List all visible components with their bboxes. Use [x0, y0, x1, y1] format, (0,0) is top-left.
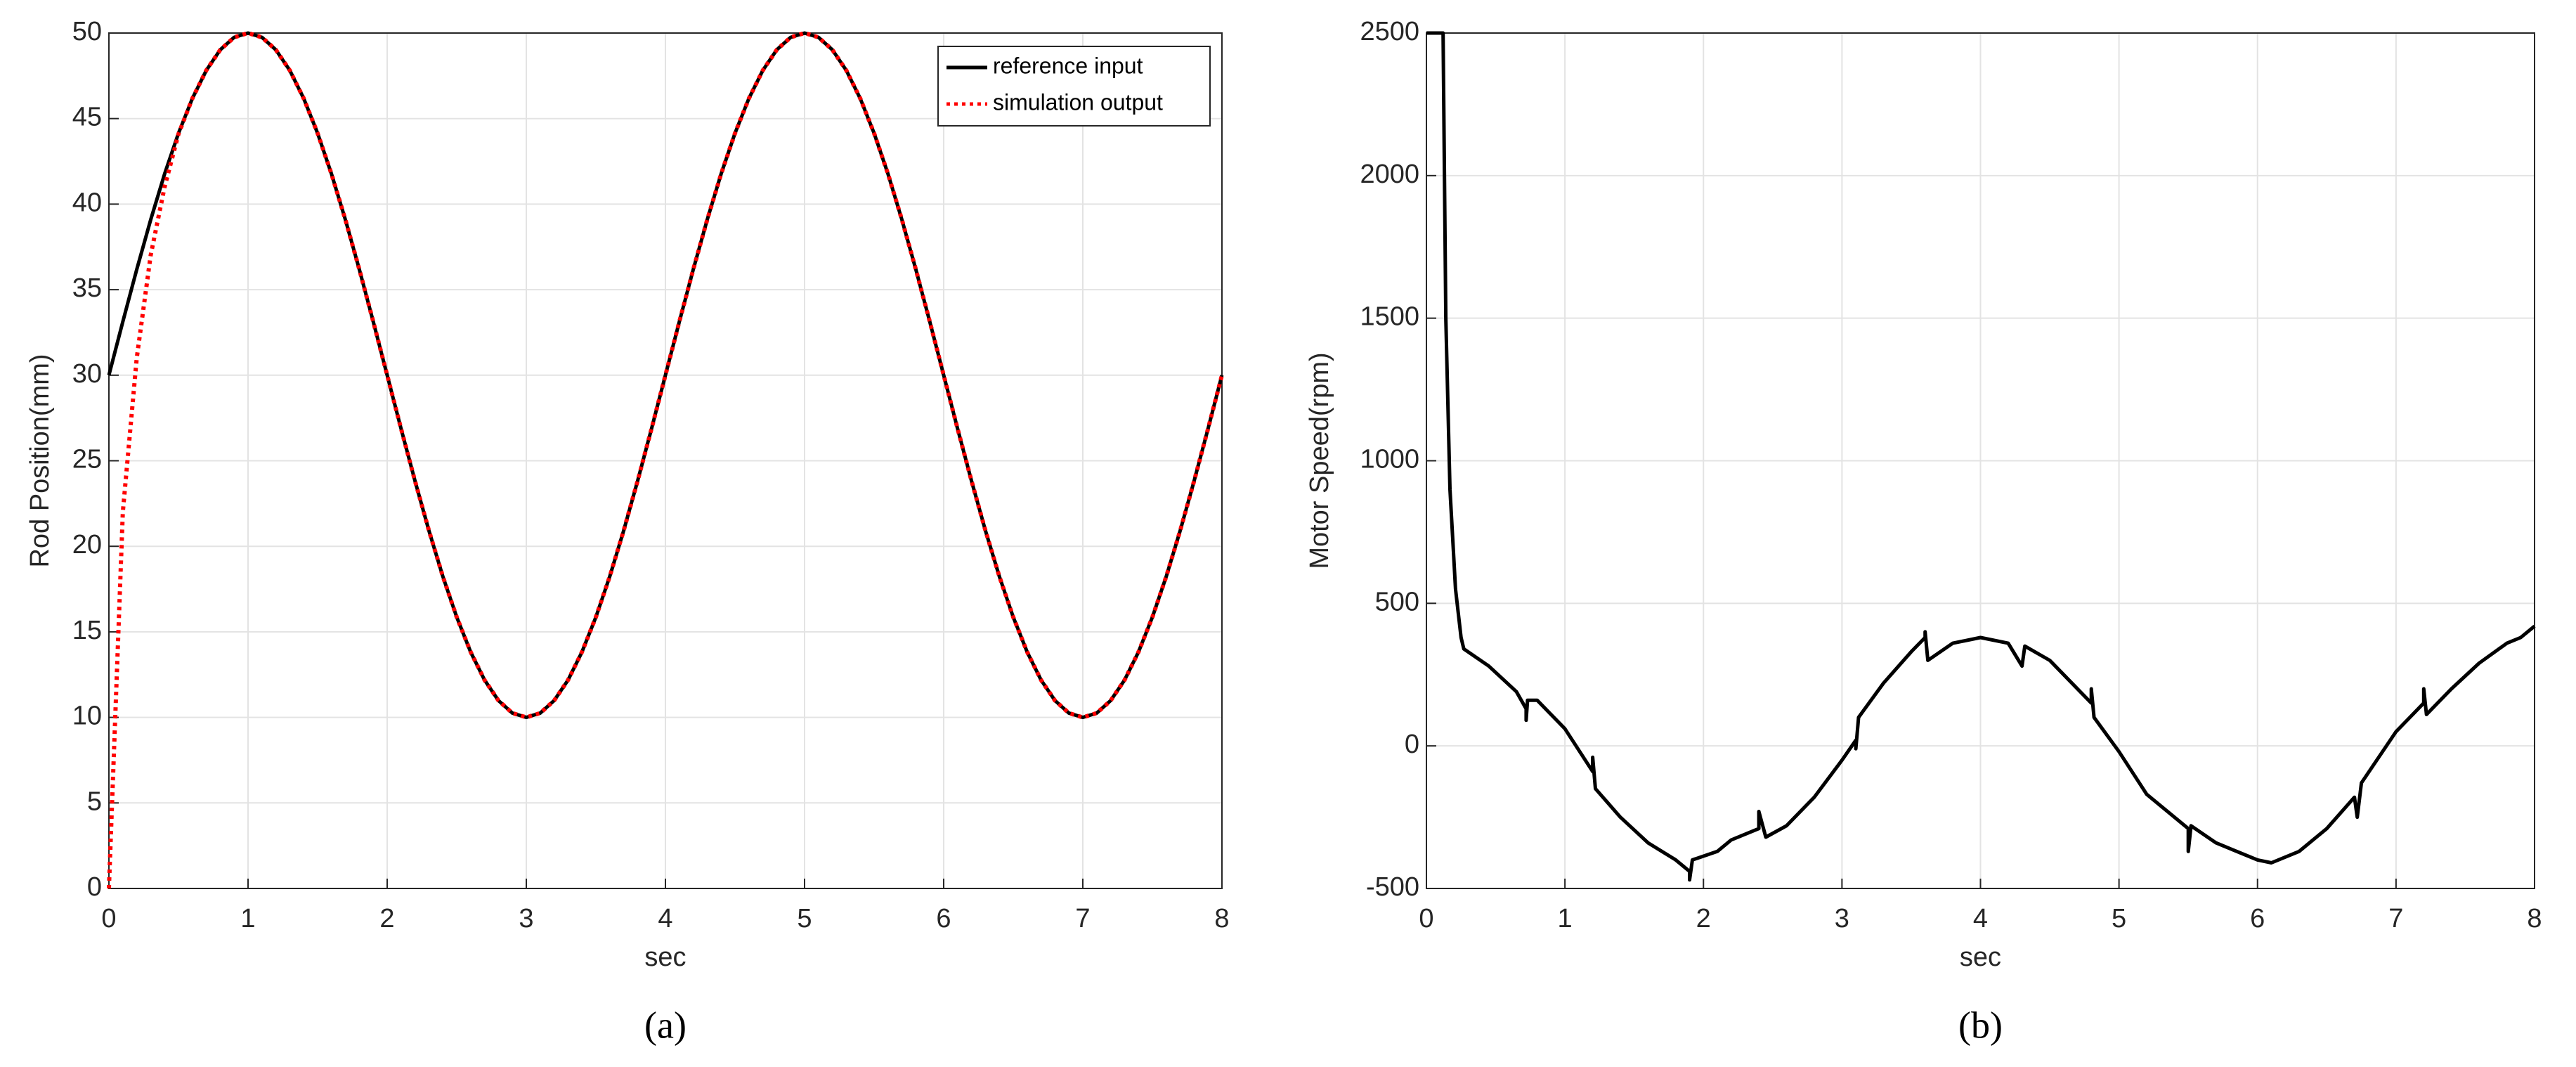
caption: (a) [644, 1004, 687, 1046]
x-tick-label: 1 [1558, 904, 1573, 933]
data-line [1426, 31, 2536, 882]
x-tick-label: 8 [2527, 904, 2542, 933]
x-tick-label: 8 [1214, 904, 1229, 933]
x-tick-label: 7 [2388, 904, 2403, 933]
x-tick-label: 3 [519, 904, 533, 933]
x-tick-label: 1 [240, 904, 255, 933]
y-tick-label: 40 [72, 188, 102, 217]
x-tick-label: 3 [1835, 904, 1849, 933]
x-tick-label: 2 [1696, 904, 1711, 933]
y-tick-label: 25 [72, 445, 102, 474]
y-axis-label: Rod Position(mm) [25, 354, 55, 567]
y-tick-label: 2500 [1360, 17, 1419, 46]
legend-box [937, 46, 1211, 127]
y-tick-label: 0 [87, 872, 102, 902]
data-line [107, 31, 1224, 720]
x-tick-label: 7 [1075, 904, 1090, 933]
x-tick-label: 2 [379, 904, 394, 933]
x-tick-label: 5 [2112, 904, 2126, 933]
x-tick-label: 0 [101, 904, 116, 933]
axes-box [1426, 32, 2535, 889]
y-tick-label: 500 [1375, 587, 1419, 616]
y-tick-label: 1500 [1360, 302, 1419, 332]
y-tick-label: -500 [1366, 872, 1419, 902]
y-tick-label: 30 [72, 359, 102, 389]
y-tick-label: 35 [72, 273, 102, 303]
y-tick-label: 2000 [1360, 160, 1419, 189]
y-tick-label: 5 [87, 787, 102, 816]
legend-label: reference input [993, 53, 1143, 78]
caption: (b) [1958, 1004, 2003, 1046]
x-tick-label: 6 [2250, 904, 2265, 933]
x-axis-label: sec [644, 943, 686, 972]
x-axis-label: sec [1960, 943, 2001, 972]
y-tick-label: 15 [72, 616, 102, 645]
y-axis-label: Motor Speed(rpm) [1305, 352, 1334, 569]
y-tick-label: 45 [72, 103, 102, 132]
x-tick-label: 0 [1419, 904, 1433, 933]
y-tick-label: 10 [72, 701, 102, 731]
x-tick-label: 5 [797, 904, 812, 933]
y-tick-label: 0 [1405, 730, 1419, 759]
legend: reference input simulation output [937, 46, 1211, 127]
y-tick-label: 1000 [1360, 445, 1419, 474]
x-tick-label: 6 [936, 904, 951, 933]
x-tick-label: 4 [658, 904, 672, 933]
y-tick-label: 20 [72, 530, 102, 560]
x-tick-label: 4 [1973, 904, 1988, 933]
y-tick-label: 50 [72, 17, 102, 46]
axes-box [108, 32, 1223, 889]
legend-label: simulation output [993, 89, 1163, 115]
